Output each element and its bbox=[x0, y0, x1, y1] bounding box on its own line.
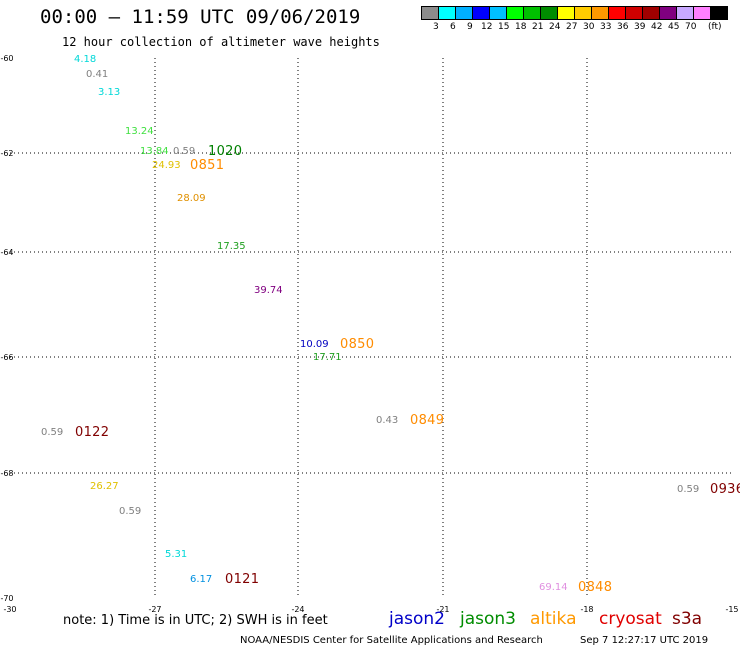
wave-height-value: 6.17 bbox=[190, 574, 213, 585]
pass-time-label: 0849 bbox=[410, 413, 445, 428]
wave-height-value: 10.09 bbox=[300, 339, 329, 350]
wave-height-value: 0.43 bbox=[376, 415, 399, 426]
legend-label: 36 bbox=[617, 22, 629, 32]
satellite-legend-jason3: jason3 bbox=[460, 609, 516, 629]
units-note: note: 1) Time is in UTC; 2) SWH is in fe… bbox=[63, 613, 328, 628]
longitude-label: -21 bbox=[436, 605, 449, 614]
legend-label: 30 bbox=[583, 22, 595, 32]
color-scale-unit: (ft) bbox=[708, 22, 722, 32]
lat-lon-grid bbox=[10, 58, 732, 598]
wave-height-value: 17.35 bbox=[217, 241, 246, 252]
wave-height-value: 5.31 bbox=[165, 549, 188, 560]
wave-height-value: 39.74 bbox=[254, 285, 283, 296]
legend-swatch bbox=[710, 6, 728, 20]
legend-label: 9 bbox=[467, 22, 473, 32]
legend-label: 33 bbox=[600, 22, 612, 32]
latitude-label: -68 bbox=[0, 469, 13, 478]
footer-credit: NOAA/NESDIS Center for Satellite Applica… bbox=[240, 635, 543, 646]
satellite-legend-jason2: jason2 bbox=[389, 609, 445, 629]
wave-height-value: 0.41 bbox=[86, 69, 109, 80]
pass-time-label: 0936 bbox=[710, 482, 740, 497]
map-axes: -60 -62 -64 -66 -68 -70 -30 -27 -24 -21 -18 -15 bbox=[0, 54, 738, 614]
legend-label: 12 bbox=[481, 22, 493, 32]
footer-timestamp: Sep 7 12:27:17 UTC 2019 bbox=[580, 635, 709, 646]
pass-time-label: 0850 bbox=[340, 337, 375, 352]
legend-label: 42 bbox=[651, 22, 663, 32]
wave-height-value: 26.27 bbox=[90, 481, 119, 492]
pass-time-label: 0848 bbox=[578, 580, 613, 595]
wave-height-value: 24.93 bbox=[152, 160, 181, 171]
legend-label: 24 bbox=[549, 22, 561, 32]
legend-label: 3 bbox=[433, 22, 439, 32]
pass-time-label: 0851 bbox=[190, 158, 225, 173]
wave-height-value: 28.09 bbox=[177, 193, 206, 204]
longitude-label: -15 bbox=[725, 605, 738, 614]
wave-height-value: 13.84 bbox=[140, 146, 169, 157]
wave-height-value: 3.13 bbox=[98, 87, 121, 98]
legend-label: 45 bbox=[668, 22, 680, 32]
longitude-label: -18 bbox=[580, 605, 593, 614]
wave-height-value: 4.18 bbox=[74, 54, 97, 65]
legend-label: 70 bbox=[685, 22, 697, 32]
latitude-label: -66 bbox=[0, 353, 13, 362]
wave-height-value: 0.59 bbox=[173, 146, 196, 157]
wave-height-value: 13.24 bbox=[125, 126, 154, 137]
wave-height-value: 69.14 bbox=[539, 582, 568, 593]
wave-height-value: 17.71 bbox=[313, 352, 342, 363]
legend-label: 18 bbox=[515, 22, 527, 32]
longitude-label: -27 bbox=[148, 605, 161, 614]
legend-label: 39 bbox=[634, 22, 646, 32]
longitude-label: -24 bbox=[291, 605, 304, 614]
pass-time-label: 0122 bbox=[75, 425, 110, 440]
map-title: 00:00 – 11:59 UTC 09/06/2019 bbox=[40, 6, 361, 28]
legend-label: 6 bbox=[450, 22, 456, 32]
longitude-label: -30 bbox=[3, 605, 16, 614]
latitude-label: -62 bbox=[0, 149, 13, 158]
satellite-legend-cryosat: cryosat bbox=[599, 609, 662, 629]
latitude-label: -60 bbox=[0, 54, 13, 63]
satellite-legend-s3a: s3a bbox=[672, 609, 703, 629]
legend-label: 15 bbox=[498, 22, 510, 32]
satellite-legend-altika: altika bbox=[530, 609, 577, 629]
wave-height-value: 0.59 bbox=[41, 427, 64, 438]
legend-label: 21 bbox=[532, 22, 544, 32]
color-scale-legend bbox=[421, 6, 728, 20]
latitude-label: -70 bbox=[0, 594, 13, 603]
wave-height-value: 0.59 bbox=[119, 506, 142, 517]
map-subtitle: 12 hour collection of altimeter wave hei… bbox=[62, 35, 380, 49]
wave-height-value: 0.59 bbox=[677, 484, 700, 495]
legend-label: 27 bbox=[566, 22, 578, 32]
latitude-label: -64 bbox=[0, 248, 13, 257]
pass-time-label: 0121 bbox=[225, 572, 260, 587]
pass-time-label: 1020 bbox=[208, 144, 243, 159]
